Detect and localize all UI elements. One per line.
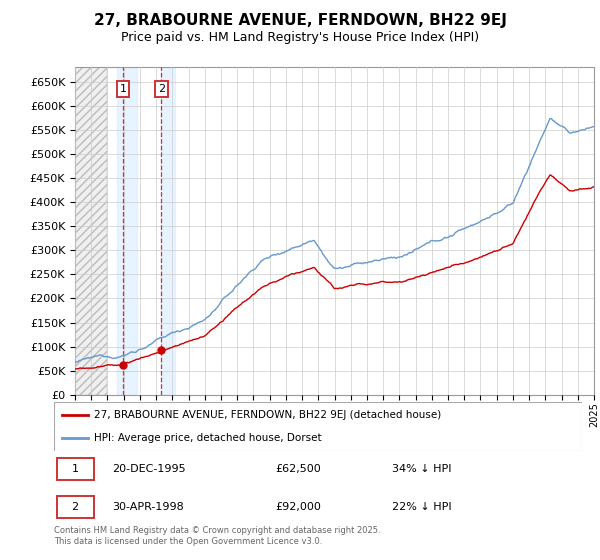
Bar (75, 67, 107, 395)
Text: 1: 1 (71, 464, 79, 474)
Text: Price paid vs. HM Land Registry's House Price Index (HPI): Price paid vs. HM Land Registry's House … (121, 31, 479, 44)
Text: 2: 2 (71, 502, 79, 512)
Bar (116, 67, 137, 395)
Bar (161, 67, 175, 395)
Text: HPI: Average price, detached house, Dorset: HPI: Average price, detached house, Dors… (94, 433, 321, 444)
Text: 34% ↓ HPI: 34% ↓ HPI (392, 464, 451, 474)
Text: 1: 1 (119, 84, 127, 94)
Bar (56, 458, 94, 480)
Text: 2: 2 (158, 84, 165, 94)
Text: 27, BRABOURNE AVENUE, FERNDOWN, BH22 9EJ (detached house): 27, BRABOURNE AVENUE, FERNDOWN, BH22 9EJ… (94, 410, 441, 421)
Bar (56, 496, 94, 518)
Text: 20-DEC-1995: 20-DEC-1995 (112, 464, 186, 474)
Text: 27, BRABOURNE AVENUE, FERNDOWN, BH22 9EJ: 27, BRABOURNE AVENUE, FERNDOWN, BH22 9EJ (94, 13, 506, 28)
Text: Contains HM Land Registry data © Crown copyright and database right 2025.
This d: Contains HM Land Registry data © Crown c… (54, 526, 380, 546)
Text: 30-APR-1998: 30-APR-1998 (112, 502, 184, 512)
Text: £62,500: £62,500 (276, 464, 322, 474)
Text: £92,000: £92,000 (276, 502, 322, 512)
Text: 22% ↓ HPI: 22% ↓ HPI (392, 502, 452, 512)
